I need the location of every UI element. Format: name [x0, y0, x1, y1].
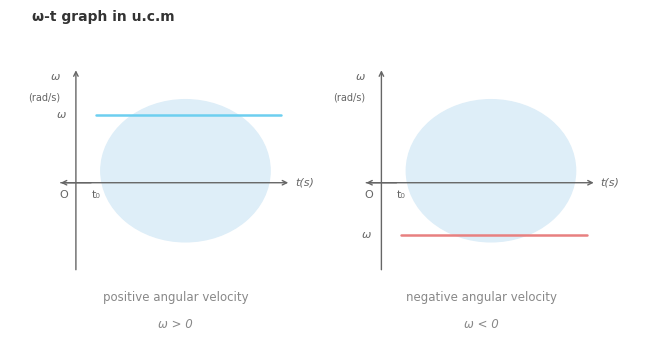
Text: positive angular velocity: positive angular velocity [103, 290, 248, 303]
Text: t(s): t(s) [295, 178, 314, 188]
Text: ω > 0: ω > 0 [158, 318, 193, 331]
Text: (rad/s): (rad/s) [333, 93, 365, 103]
Text: t₀: t₀ [397, 190, 406, 200]
Text: ω: ω [356, 72, 365, 82]
Text: t(s): t(s) [601, 178, 619, 188]
Text: ω: ω [57, 110, 66, 120]
Text: ω: ω [51, 72, 60, 82]
Ellipse shape [406, 100, 576, 242]
Text: O: O [59, 190, 68, 200]
Text: ω < 0: ω < 0 [463, 318, 499, 331]
Text: ω: ω [362, 230, 371, 240]
Text: (rad/s): (rad/s) [28, 93, 60, 103]
Ellipse shape [101, 100, 270, 242]
Text: O: O [365, 190, 374, 200]
Text: negative angular velocity: negative angular velocity [406, 290, 556, 303]
Text: ω-t graph in u.c.m: ω-t graph in u.c.m [32, 10, 175, 25]
Text: t₀: t₀ [92, 190, 100, 200]
